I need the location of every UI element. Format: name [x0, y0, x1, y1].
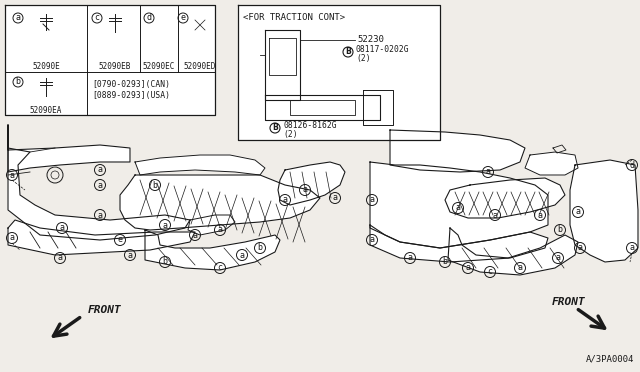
- Text: a: a: [97, 166, 102, 174]
- Polygon shape: [145, 230, 280, 270]
- Polygon shape: [120, 175, 320, 230]
- Text: a: a: [369, 196, 374, 205]
- Polygon shape: [390, 130, 525, 172]
- Text: 52090EC: 52090EC: [143, 62, 175, 71]
- Polygon shape: [8, 148, 190, 240]
- Text: (2): (2): [356, 54, 371, 62]
- Text: b: b: [15, 77, 20, 87]
- Text: a: a: [10, 170, 15, 180]
- Text: a: a: [10, 234, 15, 243]
- Text: a: a: [493, 211, 497, 219]
- Text: 52090EA: 52090EA: [30, 106, 62, 115]
- Text: A/3PA0004: A/3PA0004: [586, 355, 634, 364]
- Text: (2): (2): [283, 129, 298, 138]
- Text: a: a: [127, 250, 132, 260]
- Text: a: a: [538, 211, 543, 219]
- Polygon shape: [188, 215, 235, 235]
- Text: a: a: [303, 186, 307, 195]
- Text: a: a: [556, 253, 561, 263]
- Text: c: c: [488, 267, 493, 276]
- Circle shape: [421, 186, 439, 204]
- Circle shape: [598, 190, 618, 210]
- Text: b: b: [152, 180, 157, 189]
- Circle shape: [47, 167, 63, 183]
- Text: 52090ED: 52090ED: [184, 62, 216, 71]
- Polygon shape: [370, 225, 548, 262]
- Text: b: b: [557, 225, 563, 234]
- Text: 52090E: 52090E: [32, 62, 60, 71]
- Text: 52230: 52230: [357, 35, 384, 44]
- Text: [0790-0293](CAN): [0790-0293](CAN): [92, 80, 170, 89]
- Text: a: a: [97, 211, 102, 219]
- Text: b: b: [163, 257, 168, 266]
- Polygon shape: [448, 228, 578, 275]
- Text: a: a: [97, 180, 102, 189]
- Polygon shape: [265, 30, 300, 100]
- Text: a: a: [282, 196, 287, 205]
- Text: a: a: [518, 263, 522, 273]
- Text: FRONT: FRONT: [552, 297, 586, 307]
- Polygon shape: [363, 90, 393, 125]
- Text: a: a: [333, 193, 337, 202]
- Text: b: b: [442, 257, 447, 266]
- Text: d: d: [630, 160, 634, 170]
- Polygon shape: [5, 5, 215, 115]
- Text: a: a: [58, 253, 63, 263]
- Text: B: B: [272, 124, 278, 132]
- Text: a: a: [465, 263, 470, 273]
- Text: [0889-0293](USA): [0889-0293](USA): [92, 91, 170, 100]
- Text: e: e: [118, 235, 122, 244]
- Text: c: c: [218, 263, 223, 273]
- Text: a: a: [218, 225, 223, 234]
- Text: a: a: [408, 253, 413, 263]
- Polygon shape: [445, 178, 565, 218]
- Polygon shape: [8, 125, 130, 172]
- Polygon shape: [278, 162, 345, 205]
- Text: a: a: [369, 235, 374, 244]
- Polygon shape: [370, 162, 548, 248]
- Ellipse shape: [451, 147, 469, 157]
- Polygon shape: [525, 152, 578, 175]
- Text: a: a: [630, 244, 634, 253]
- Text: 08117-0202G: 08117-0202G: [356, 45, 410, 55]
- Text: FRONT: FRONT: [88, 305, 122, 315]
- Text: a: a: [163, 221, 168, 230]
- Text: a: a: [193, 231, 198, 240]
- Text: a: a: [60, 224, 65, 232]
- Text: a: a: [239, 250, 244, 260]
- Text: a: a: [486, 167, 490, 176]
- Text: 52090EB: 52090EB: [99, 62, 131, 71]
- Text: B: B: [345, 48, 351, 57]
- Text: c: c: [95, 13, 99, 22]
- Polygon shape: [8, 220, 195, 255]
- Text: <FOR TRACTION CONT>: <FOR TRACTION CONT>: [243, 13, 345, 22]
- Polygon shape: [265, 95, 380, 120]
- Polygon shape: [135, 155, 265, 175]
- Text: a: a: [456, 203, 461, 212]
- Text: d: d: [147, 13, 152, 22]
- Ellipse shape: [67, 147, 83, 157]
- Polygon shape: [238, 5, 440, 140]
- Text: a: a: [577, 244, 582, 253]
- Text: 08126-8162G: 08126-8162G: [283, 122, 337, 131]
- Text: a: a: [575, 208, 580, 217]
- Text: b: b: [257, 244, 262, 253]
- Polygon shape: [570, 160, 638, 262]
- Text: e: e: [180, 13, 186, 22]
- Text: a: a: [15, 13, 20, 22]
